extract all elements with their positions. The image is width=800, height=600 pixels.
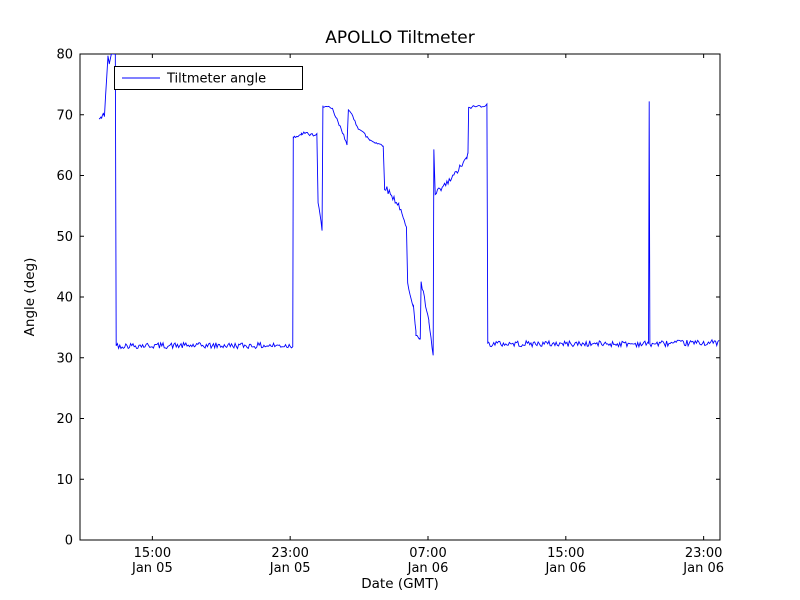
x-axis-tick-date: Jan 05	[131, 561, 173, 576]
x-axis-tick-date: Jan 06	[407, 561, 449, 576]
x-axis-tick-time: 07:00	[409, 546, 446, 561]
y-axis-tick-label: 50	[56, 230, 73, 245]
x-axis-tick-time: 23:00	[271, 546, 308, 561]
y-axis-tick-label: 10	[56, 473, 73, 488]
legend: Tiltmeter angle	[114, 66, 303, 90]
y-axis-tick-label: 60	[56, 169, 73, 184]
plot-frame	[79, 53, 721, 541]
chart-title: APOLLO Tiltmeter	[325, 28, 475, 48]
x-axis-tick-date: Jan 06	[544, 561, 586, 576]
legend-label: Tiltmeter angle	[166, 72, 266, 87]
x-axis-tick-time: 15:00	[547, 546, 584, 561]
x-axis-tick-time: 15:00	[134, 546, 171, 561]
x-axis-tick-date: Jan 05	[269, 561, 311, 576]
x-axis-tick-time: 23:00	[685, 546, 722, 561]
y-axis-tick-label: 80	[56, 48, 73, 63]
y-axis-label: Angle (deg)	[22, 257, 38, 337]
y-axis-tick-label: 40	[56, 291, 73, 306]
x-axis-label: Date (GMT)	[361, 576, 439, 592]
tiltmeter-angle-line	[98, 54, 720, 356]
x-axis-tick-date: Jan 06	[682, 561, 724, 576]
y-axis-tick-label: 30	[56, 351, 73, 366]
legend-box	[114, 66, 303, 90]
y-axis-tick-label: 20	[56, 412, 73, 427]
y-axis-tick-label: 0	[65, 534, 73, 549]
y-axis-tick-label: 70	[56, 108, 73, 123]
